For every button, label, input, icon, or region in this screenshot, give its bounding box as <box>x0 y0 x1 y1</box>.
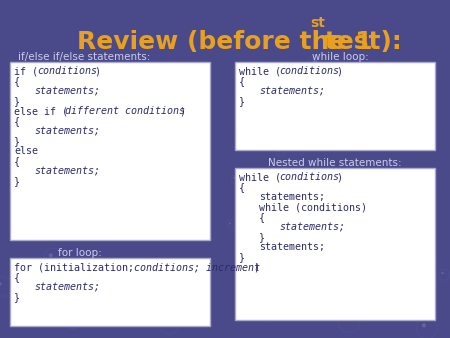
Circle shape <box>132 82 136 86</box>
Text: {: { <box>259 212 265 222</box>
Circle shape <box>422 323 426 328</box>
Circle shape <box>229 222 231 224</box>
Text: statements;: statements; <box>34 166 100 176</box>
Circle shape <box>85 69 88 72</box>
Circle shape <box>248 270 252 273</box>
Text: {: { <box>239 182 245 192</box>
Circle shape <box>164 319 167 323</box>
Text: while (: while ( <box>239 172 281 182</box>
Circle shape <box>136 196 140 200</box>
Text: statements;: statements; <box>34 282 100 292</box>
Text: different conditions: different conditions <box>65 106 185 116</box>
Text: statements;: statements; <box>259 86 325 96</box>
Circle shape <box>68 313 72 317</box>
Circle shape <box>202 275 205 278</box>
Text: ): ) <box>94 66 100 76</box>
FancyBboxPatch shape <box>10 258 210 326</box>
Text: for (initialization;: for (initialization; <box>14 262 140 272</box>
Circle shape <box>233 177 235 178</box>
Text: ): ) <box>336 66 342 76</box>
Text: }: } <box>259 232 265 242</box>
Text: test):: test): <box>316 30 402 54</box>
Text: else: else <box>14 146 38 156</box>
Circle shape <box>441 272 444 274</box>
FancyBboxPatch shape <box>235 62 435 150</box>
Circle shape <box>100 78 102 81</box>
Text: Review (before the 1: Review (before the 1 <box>77 30 373 54</box>
Circle shape <box>326 272 328 274</box>
Text: statements;: statements; <box>34 126 100 136</box>
Circle shape <box>78 141 82 144</box>
Circle shape <box>49 253 53 257</box>
Circle shape <box>107 169 111 173</box>
Circle shape <box>156 134 160 137</box>
Circle shape <box>61 281 63 283</box>
Text: }: } <box>14 96 20 106</box>
Text: Nested while statements:: Nested while statements: <box>268 158 402 168</box>
Text: }: } <box>239 252 245 262</box>
Circle shape <box>278 150 280 151</box>
FancyBboxPatch shape <box>10 62 210 240</box>
Circle shape <box>22 296 25 300</box>
Text: statements;: statements; <box>259 192 325 202</box>
Text: st: st <box>310 16 325 30</box>
Text: ): ) <box>336 172 342 182</box>
Circle shape <box>170 130 174 135</box>
Circle shape <box>267 314 269 316</box>
Text: {: { <box>14 76 20 86</box>
Text: while (conditions): while (conditions) <box>259 202 367 212</box>
Circle shape <box>190 137 194 140</box>
Text: statements;: statements; <box>34 86 100 96</box>
Text: conditions: conditions <box>37 66 97 76</box>
Text: else if (: else if ( <box>14 106 68 116</box>
Text: statements;: statements; <box>279 222 345 232</box>
Text: for loop:: for loop: <box>58 248 102 258</box>
Text: }: } <box>239 96 245 106</box>
Circle shape <box>194 90 197 93</box>
Circle shape <box>267 101 269 103</box>
Text: statements;: statements; <box>259 242 325 252</box>
Text: }: } <box>14 176 20 186</box>
Text: {: { <box>14 156 20 166</box>
Circle shape <box>135 145 139 149</box>
Text: ): ) <box>179 106 185 116</box>
Text: ): ) <box>253 262 259 272</box>
Circle shape <box>44 64 48 68</box>
Circle shape <box>156 87 160 91</box>
Circle shape <box>80 304 83 307</box>
Circle shape <box>59 138 62 141</box>
Text: if/else if/else statements:: if/else if/else statements: <box>18 52 150 62</box>
Circle shape <box>240 105 245 110</box>
Text: }: } <box>14 292 20 302</box>
Circle shape <box>294 143 297 146</box>
Text: }: } <box>14 136 20 146</box>
Text: while loop:: while loop: <box>311 52 369 62</box>
Circle shape <box>271 105 273 107</box>
Text: {: { <box>239 76 245 86</box>
Text: conditions: conditions <box>279 172 339 182</box>
Circle shape <box>0 282 1 286</box>
Text: {: { <box>14 272 20 282</box>
Text: while (: while ( <box>239 66 281 76</box>
Circle shape <box>372 116 374 119</box>
Circle shape <box>13 310 15 312</box>
Text: if (: if ( <box>14 66 38 76</box>
Text: conditions: conditions <box>279 66 339 76</box>
Text: {: { <box>14 116 20 126</box>
Text: conditions; increment: conditions; increment <box>134 262 260 272</box>
Circle shape <box>280 297 284 301</box>
Circle shape <box>343 316 348 320</box>
Circle shape <box>283 303 286 306</box>
Circle shape <box>313 60 317 65</box>
FancyBboxPatch shape <box>235 168 435 320</box>
